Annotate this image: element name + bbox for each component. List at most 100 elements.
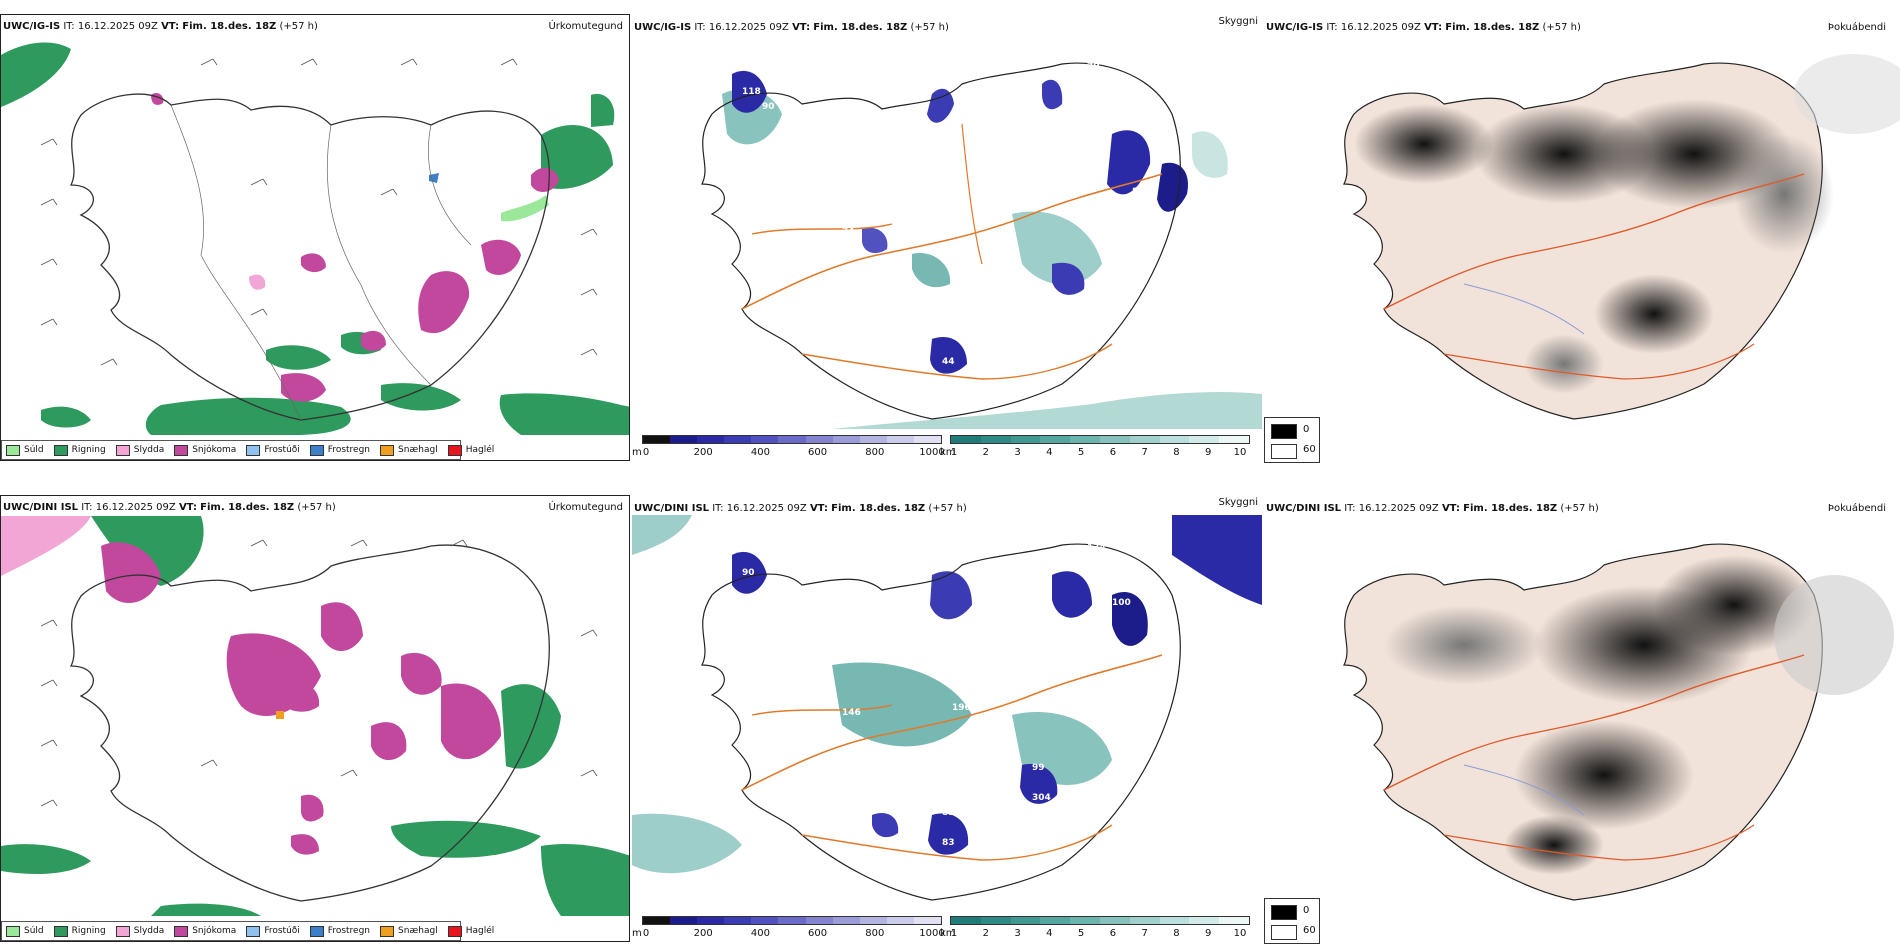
colorbar-unit: km [940,447,956,458]
legend-label: Snæhagl [398,445,438,455]
legend-label: Rigning [71,926,106,936]
panel-header: UWC/IG-IS IT: 16.12.2025 09Z VT: Fim. 18… [634,22,949,33]
fog-panel: UWC/IG-IS IT: 16.12.2025 09Z VT: Fim. 18… [1264,14,1900,469]
cloudbase-ticks: m 0 200 400 600 800 1000 [632,447,945,461]
legend-label: Haglél [465,445,495,455]
cloudbase-value-label: 70 [1087,62,1100,72]
cloudbase-value-label: 100 [1112,598,1131,608]
model-name: UWC/DINI ISL [634,503,710,514]
cloudbase-value-label: 146 [842,708,861,718]
fog-legend-low-label: 60 [1303,925,1316,936]
legend-swatch [380,925,395,937]
visibility-map: 200 174 82 90 82 99 100 59 56 176 146 196 124 99 304 85… [632,515,1262,901]
cloudbase-colorbar-scale [642,916,942,925]
cloudbase-value-label: 83 [942,838,955,848]
legend-label: Snjókoma [192,445,237,455]
product-title: Skyggni [1218,497,1258,508]
panel-header: UWC/DINI ISL IT: 16.12.2025 09Z VT: Fim.… [3,502,336,513]
legend-swatch [115,925,130,937]
colorbar-tick: 1000 [919,928,945,939]
legend-swatch [447,444,462,456]
legend-item: Frostregn [309,925,371,937]
legend-item: Rigning [53,925,106,937]
cloudbase-value-label: 200 [1052,548,1071,558]
precip-type-legend: Súld Rigning Slydda Snjókoma Frostúði Frostre… [1,440,494,460]
legend-label: Haglél [465,926,495,936]
fog-map [1343,543,1894,901]
forecast-row-top: UWC/IG-IS IT: 16.12.2025 09Z VT: Fim. 18… [0,14,1900,469]
precip-type-map [1,516,629,916]
cloudbase-value-label: 216 [972,668,991,678]
cloudbase-value-label: 52 [992,307,1005,317]
product-title: Þokuábendi [1827,503,1886,514]
panel-header: UWC/DINI ISL IT: 16.12.2025 09Z VT: Fim.… [1266,503,1599,514]
legend-item: Snæhagl [380,925,438,937]
colorbar-tick: 1000 [919,447,945,458]
legend-swatch [174,925,189,937]
fog-legend-low-swatch [1271,444,1297,459]
model-name: UWC/IG-IS [1266,22,1324,33]
colorbar-tick: 400 [750,928,770,939]
legend-item: Slydda [115,444,165,456]
colorbar-tick: 4 [1046,447,1053,458]
cloudbase-value-label: 187 [902,377,921,387]
fog-panel: UWC/DINI ISL IT: 16.12.2025 09Z VT: Fim.… [1264,495,1900,950]
cloudbase-value-label: 128 [1142,688,1161,698]
visibility-colorbar-scale [950,435,1250,444]
fog-legend-high-swatch [1271,424,1297,439]
cloudbase-value-label: 93 [1112,117,1125,127]
cloudbase-colorbar: m 0 200 400 600 800 1000 [632,435,945,463]
cloudbase-value-label: 82 [762,583,775,593]
cloudbase-value-label: 79 [1102,247,1115,257]
legend-label: Snjókoma [192,926,237,936]
cloudbase-value-label: 185 [752,212,771,222]
visibility-ticks: km 1 2 3 4 5 6 7 8 9 10 [940,447,1250,461]
cloudbase-value-label: 82 [1102,563,1115,573]
colorbar-tick: 8 [1173,447,1180,458]
cloudbase-value-label: 76 [1102,82,1115,92]
colorbar-tick: 9 [1205,928,1212,939]
colorbar-tick: 10 [1233,447,1247,458]
cloudbase-value-label: 56 [762,673,775,683]
colorbar-unit: m [632,928,642,939]
legend-item: Frostúði [246,444,300,456]
colorbar-tick: 200 [693,447,713,458]
cloudbase-value-label: 59 [942,658,955,668]
fog-map [1343,54,1900,420]
legend-item: Haglél [447,925,495,937]
cloudbase-value-label: 74 [842,227,855,237]
colorbar-tick: 2 [982,928,989,939]
legend-label: Frostregn [327,445,371,455]
legend-swatch [115,444,130,456]
legend-label: Rigning [71,445,106,455]
legend-label: Slydda [133,445,165,455]
colorbar-tick: 3 [1014,447,1021,458]
precip-type-legend: Súld Rigning Slydda Snjókoma Frostúði Frostre… [1,921,494,941]
legend-item: Súld [6,444,44,456]
legend-item: Súld [6,925,44,937]
cloudbase-value-label: 174 [1087,543,1106,553]
colorbar-tick: 9 [1205,447,1212,458]
precip-type-panel: UWC/DINI ISL IT: 16.12.2025 09Z VT: Fim.… [0,495,630,942]
legend-label: Slydda [133,926,165,936]
legend-label: Frostregn [327,926,371,936]
cloudbase-value-label: 99 [1032,763,1045,773]
cloudbase-value-label: 82 [1132,187,1145,197]
legend-item: Snjókoma [174,925,237,937]
colorbar-tick: 3 [1014,928,1021,939]
cloudbase-value-label: 80 [782,122,795,132]
cloudbase-value-label: 90 [762,102,775,112]
visibility-colorbar: km 1 2 3 4 5 6 7 8 9 10 [940,435,1250,463]
legend-label: Frostúði [264,926,300,936]
cloudbase-value-label: 51 [1132,232,1145,242]
legend-item: Frostregn [309,444,371,456]
legend-swatch [6,444,20,456]
precip-type-panel: UWC/IG-IS IT: 16.12.2025 09Z VT: Fim. 18… [0,14,630,461]
panel-header: UWC/DINI ISL IT: 16.12.2025 09Z VT: Fim.… [634,503,967,514]
model-name: UWC/IG-IS [634,22,692,33]
cloudbase-value-label: 99 [782,603,795,613]
cloudbase-value-label: 76 [762,192,775,202]
colorbar-unit: m [632,447,642,458]
fog-legend-high-label: 0 [1303,905,1310,916]
colorbar-tick: 800 [865,447,885,458]
